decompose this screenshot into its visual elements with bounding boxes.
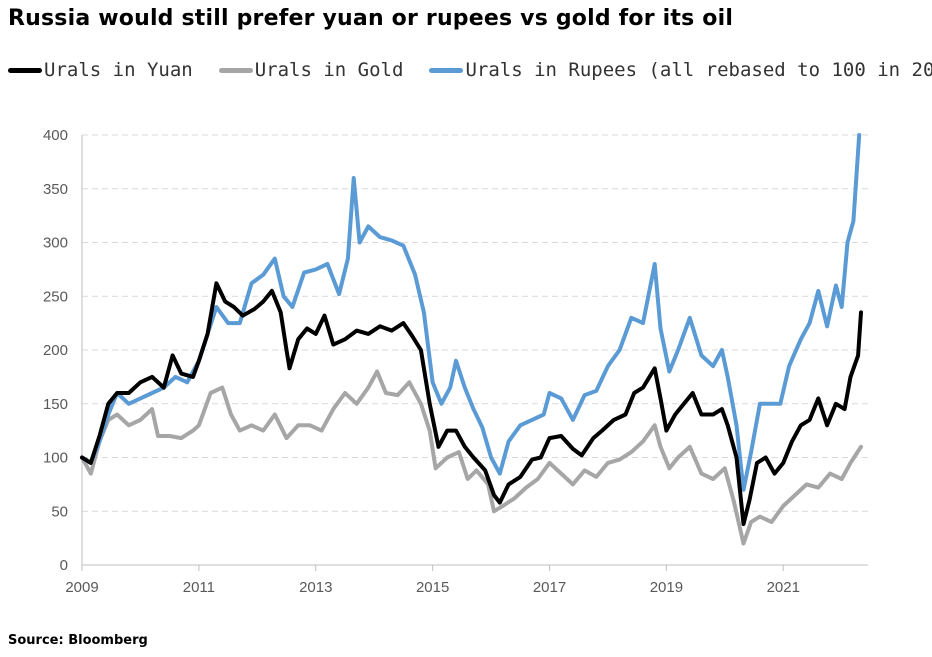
legend-label-yuan: Urals in Yuan (44, 59, 193, 81)
legend-swatch-rupees (429, 67, 464, 73)
legend-label-rupees: Urals in Rupees (all rebased to 100 in 2… (465, 59, 932, 81)
y-tick-label: 200 (43, 342, 68, 359)
legend: Urals in Yuan Urals in Gold Urals in Rup… (8, 58, 932, 82)
series-line-gold (80, 369, 863, 546)
legend-item-rupees: Urals in Rupees (all rebased to 100 in 2… (429, 59, 932, 81)
y-tick-label: 150 (43, 396, 68, 413)
source-note: Source: Bloomberg (8, 633, 148, 648)
x-tick-label: 2021 (767, 579, 800, 596)
chart-title: Russia would still prefer yuan or rupees… (8, 6, 734, 31)
x-tick-label: 2017 (533, 579, 566, 596)
legend-label-gold: Urals in Gold (254, 59, 404, 81)
series-line-yuan (80, 281, 863, 527)
legend-swatch-yuan (8, 67, 42, 73)
x-tick-label: 2009 (65, 579, 98, 596)
series-line-rupees (80, 133, 862, 492)
y-tick-label: 250 (43, 288, 68, 305)
legend-item-gold: Urals in Gold (218, 59, 404, 81)
legend-swatch-gold (218, 67, 253, 73)
x-tick-label: 2019 (650, 579, 683, 596)
legend-item-yuan: Urals in Yuan (8, 59, 193, 81)
y-tick-label: 300 (43, 235, 68, 252)
x-tick-label: 2013 (299, 579, 332, 596)
y-tick-label: 100 (43, 450, 68, 467)
x-tick-label: 2011 (183, 579, 215, 596)
y-tick-label: 350 (43, 181, 68, 198)
y-tick-label: 0 (60, 557, 68, 574)
y-tick-label: 400 (43, 127, 68, 144)
x-tick-label: 2015 (416, 579, 449, 596)
y-tick-label: 50 (51, 503, 68, 520)
